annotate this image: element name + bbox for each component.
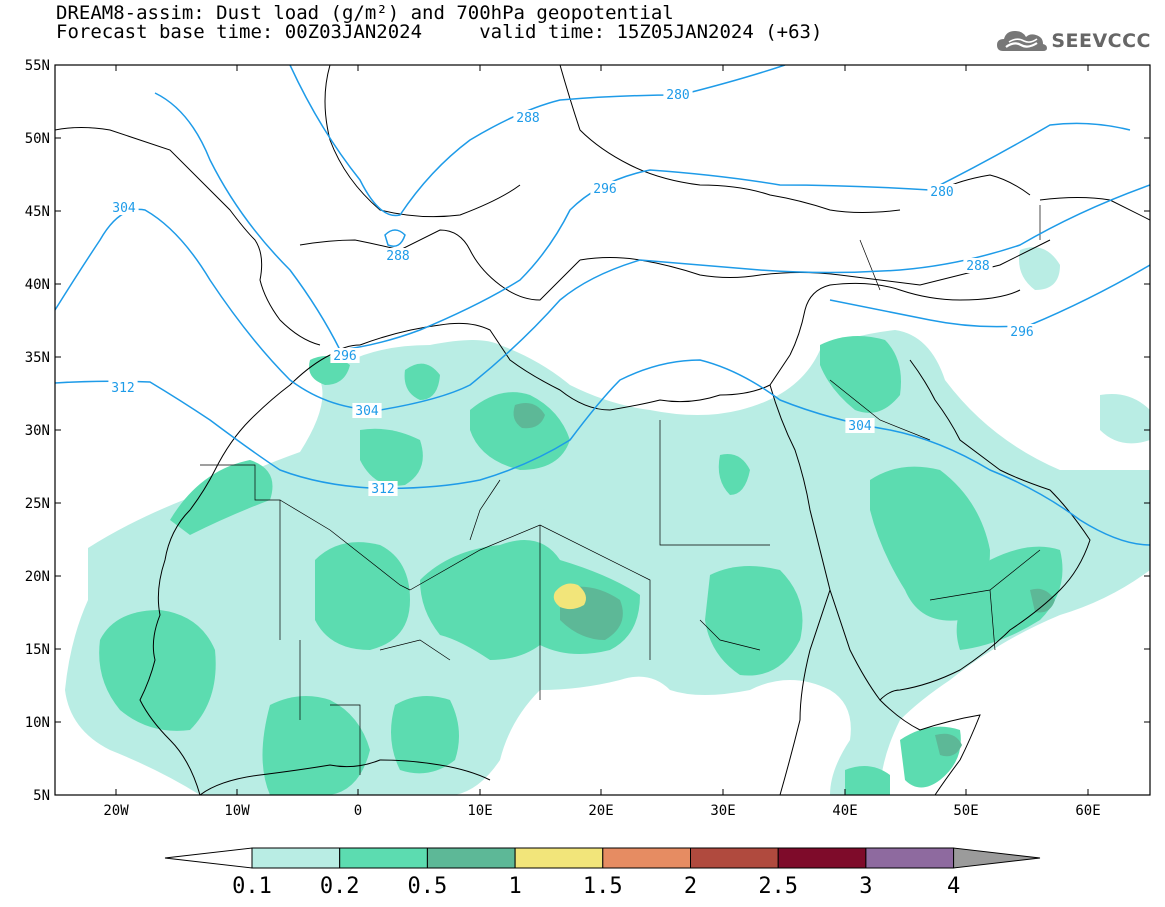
contour-label: 304 <box>355 404 379 419</box>
contour-label: 296 <box>333 349 356 364</box>
colorbar-tick-label: 2 <box>684 874 697 899</box>
lon-tick-label: 20E <box>588 803 613 819</box>
colorbar-segment <box>251 847 341 869</box>
map-area <box>55 65 1150 795</box>
contour-label-bg <box>663 87 693 102</box>
contour-label-bg <box>927 184 957 199</box>
contour-label-bg <box>1007 324 1037 339</box>
colorbar-segment <box>690 847 779 869</box>
lon-tick-label: 30E <box>710 803 735 819</box>
contour-label: 304 <box>112 201 136 216</box>
contour-label-bg <box>330 348 360 363</box>
colorbar-segment <box>514 847 604 869</box>
lat-tick-label: 5N <box>33 788 50 804</box>
colorbar-upper-triangle <box>953 847 1041 869</box>
contour-label-bg <box>963 258 993 273</box>
contour-label: 280 <box>930 185 953 200</box>
contour-label: 288 <box>386 249 409 264</box>
map-subtitle: Forecast base time: 00Z03JAN2024 valid t… <box>56 21 823 43</box>
colorbar: 0.1 0.2 0.5 1 1.5 2 2.5 3 4 <box>164 847 1041 899</box>
contour-label-bg <box>590 181 620 196</box>
lon-tick-label: 50E <box>953 803 978 819</box>
colorbar-tick-label: 1 <box>508 874 521 899</box>
lon-tick-label: 0 <box>354 803 362 819</box>
colorbar-segment <box>339 847 428 869</box>
geopotential-contours <box>55 65 1150 546</box>
lat-tick-label: 20N <box>25 569 50 585</box>
colorbar-segment <box>777 847 867 869</box>
map-title: DREAM8-assim: Dust load (g/m²) and 700hP… <box>56 2 674 24</box>
dust-layer-1 <box>553 583 586 610</box>
colorbar-lower-triangle <box>164 847 253 869</box>
colorbar-tick-label: 0.5 <box>408 874 448 899</box>
colorbar-tick-label: 0.1 <box>232 874 272 899</box>
cloud-icon <box>997 31 1048 51</box>
contour-label-bg <box>845 418 875 433</box>
lat-tick-label: 40N <box>25 277 50 293</box>
contour-label-bg <box>513 110 543 125</box>
contour-label-bg <box>352 403 382 418</box>
logo-text: SEEVCCC <box>1051 30 1151 52</box>
lon-tick-label: 40E <box>832 803 857 819</box>
colorbar-tick-label: 4 <box>947 874 960 899</box>
colorbar-tick-label: 2.5 <box>758 874 798 899</box>
lat-tick-label: 35N <box>25 350 50 366</box>
colorbar-tick-label: 1.5 <box>583 874 623 899</box>
lat-tick-label: 55N <box>25 58 50 74</box>
contour-labels: 280 288 296 304 312 288 296 304 312 280 288 296 304 <box>108 87 1037 497</box>
contour-label-bg <box>383 248 413 263</box>
lat-tick-label: 10N <box>25 715 50 731</box>
seevccc-logo: SEEVCCC <box>997 27 1151 55</box>
contour-label: 304 <box>848 419 872 434</box>
lon-tick-label: 60E <box>1075 803 1100 819</box>
lat-tick-label: 45N <box>25 204 50 220</box>
lat-tick-label: 50N <box>25 131 50 147</box>
longitude-ticks: 20W 10W 0 10E 20E 30E 40E 50E 60E <box>103 65 1101 819</box>
contour-label: 296 <box>1010 325 1033 340</box>
contour-label: 312 <box>111 381 134 396</box>
lon-tick-label: 10E <box>467 803 492 819</box>
lat-tick-label: 30N <box>25 423 50 439</box>
lat-tick-label: 15N <box>25 642 50 658</box>
contour-label-bg <box>109 200 139 215</box>
colorbar-tick-label: 0.2 <box>320 874 360 899</box>
contour-label-bg <box>368 481 398 496</box>
latitude-ticks: 55N 50N 45N 40N 35N 30N 25N 20N 15N 10N 5N <box>25 58 1150 804</box>
contour-label: 288 <box>516 111 539 126</box>
contour-label: 296 <box>593 182 616 197</box>
dust-layer-0-5 <box>513 402 1055 757</box>
colorbar-segment <box>865 847 955 869</box>
colorbar-segment <box>426 847 516 869</box>
colorbar-segment <box>602 847 691 869</box>
lon-tick-label: 10W <box>224 803 250 819</box>
lat-tick-label: 25N <box>25 496 50 512</box>
contour-label: 280 <box>666 88 689 103</box>
contour-label: 312 <box>371 482 394 497</box>
contour-label-bg <box>108 380 138 395</box>
lon-tick-label: 20W <box>103 803 129 819</box>
contour-label: 288 <box>966 259 989 274</box>
colorbar-tick-label: 3 <box>859 874 872 899</box>
coastlines <box>55 65 1150 795</box>
